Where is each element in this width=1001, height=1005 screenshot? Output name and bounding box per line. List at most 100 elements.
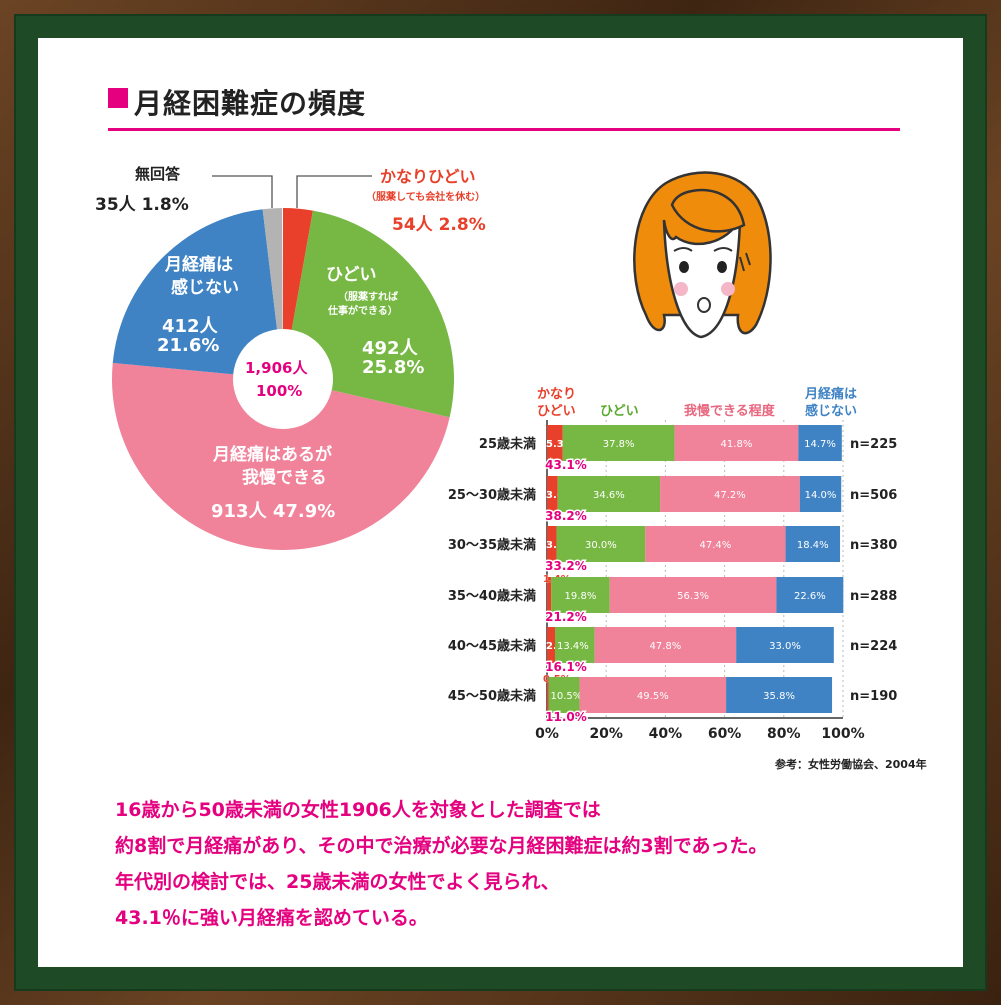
x-tick-label: 80% bbox=[767, 726, 801, 742]
pie-slice-none bbox=[112, 209, 283, 379]
pie-label-tolerable-title1: 月経痛はあるが bbox=[213, 445, 332, 465]
x-tick-label: 60% bbox=[708, 726, 742, 742]
bar-value-label: 30.0% bbox=[585, 540, 617, 551]
bar-value-label: 10.5% bbox=[550, 691, 582, 702]
bar-row: 45〜50歳未満0.5%10.5%49.5%35.8%11.0%n=190 bbox=[448, 674, 897, 726]
summary-line-3: 年代別の検討では、25歳未満の女性でよく見られ、 bbox=[115, 871, 560, 893]
bar-seg-bad bbox=[548, 677, 580, 713]
bar-seg-bad bbox=[554, 627, 595, 663]
pie-center-hole bbox=[233, 329, 333, 429]
pie-label-no-answer-value: 35人 1.8% bbox=[95, 195, 189, 215]
bar-seg-severe bbox=[547, 526, 557, 562]
bar-value-label: 19.8% bbox=[565, 591, 597, 602]
bar-value-label: 47.2% bbox=[714, 490, 746, 501]
bar-seg-bad bbox=[556, 526, 646, 562]
summary-line-1: 16歳から50歳未満の女性1906人を対象とした調査では bbox=[115, 799, 601, 821]
category-label: 40〜45歳未満 bbox=[448, 638, 536, 654]
category-label: 25〜30歳未満 bbox=[448, 487, 536, 503]
page-title: 月経困難症の頻度 bbox=[134, 87, 367, 120]
title-underline bbox=[108, 128, 900, 131]
pie-label-none-count: 412人 bbox=[162, 316, 218, 337]
bar-row: 25歳未満 5.3% 37.8% 41.8% 14.7% 43.1% n=225 bbox=[479, 425, 897, 474]
pie-label-severe-note: （服薬しても会社を休む） bbox=[366, 192, 486, 203]
pie-label-none-title1: 月経痛は bbox=[165, 255, 233, 275]
source-note: 参考：女性労働協会、2004年 bbox=[775, 758, 927, 771]
bar-value-label: 5.3% bbox=[546, 439, 574, 450]
pie-label-bad-percent: 25.8% bbox=[362, 357, 425, 378]
bar-value-label: 41.8% bbox=[721, 439, 753, 450]
woman-illustration bbox=[633, 171, 772, 339]
summary-line-4: 43.1％に強い月経痛を認めている。 bbox=[115, 907, 428, 929]
legend-none-line2: 感じない bbox=[805, 404, 858, 419]
category-label: 30〜35歳未満 bbox=[448, 537, 536, 553]
bar-value-label: 34.6% bbox=[593, 490, 625, 501]
bar-value-label: 56.3% bbox=[677, 591, 709, 602]
sample-size-label: n=190 bbox=[850, 689, 897, 704]
bar-seg-severe bbox=[547, 577, 552, 613]
bar-seg-tolerable bbox=[645, 526, 786, 562]
x-tick-label: 0% bbox=[535, 726, 559, 742]
x-tick-label: 40% bbox=[649, 726, 683, 742]
combined-severe-label: 38.2% bbox=[545, 509, 587, 523]
combined-severe-label: 33.2% bbox=[545, 559, 587, 573]
bar-seg-tolerable bbox=[660, 476, 800, 512]
legend-none-line1: 月経痛は bbox=[805, 387, 858, 402]
legend-severe-line2: ひどい bbox=[537, 404, 576, 419]
bar-value-label: 47.8% bbox=[650, 641, 682, 652]
pie-label-bad-note1: （服薬すれば bbox=[338, 292, 398, 303]
pie-label-tolerable-value: 913人 47.9% bbox=[211, 501, 336, 522]
bar-value-label: 22.6% bbox=[794, 591, 826, 602]
pie-label-tolerable-title2: 我慢できる bbox=[242, 468, 327, 488]
bar-seg-none bbox=[776, 577, 844, 613]
summary-text: 16歳から50歳未満の女性1906人を対象とした調査では 約8割で月経痛があり、… bbox=[115, 792, 768, 936]
pie-label-bad-note2: 仕事ができる） bbox=[328, 306, 398, 317]
bar-value-label: 47.4% bbox=[700, 540, 732, 551]
leader-line-no-answer bbox=[212, 175, 273, 208]
bar-value-label: 37.8% bbox=[603, 439, 635, 450]
x-tick-label: 100% bbox=[821, 726, 864, 742]
bar-seg-none bbox=[785, 526, 841, 562]
legend-tolerable: 我慢できる程度 bbox=[684, 404, 775, 419]
category-label: 35〜40歳未満 bbox=[448, 588, 536, 604]
bar-value-label: 14.7% bbox=[804, 439, 836, 450]
pie-label-none-percent: 21.6% bbox=[157, 335, 220, 356]
combined-severe-label: 43.1% bbox=[545, 458, 587, 472]
pie-center-total: 1,906人 bbox=[245, 359, 308, 377]
pie-label-bad-count: 492人 bbox=[362, 338, 418, 359]
bar-seg-none bbox=[799, 476, 842, 512]
legend-bad: ひどい bbox=[600, 404, 639, 419]
pie-slice-tolerable bbox=[111, 362, 450, 551]
bar-row: 40〜45歳未満2.7%13.4%47.8%33.0%16.1%n=224 bbox=[448, 627, 897, 676]
bar-seg-tolerable bbox=[594, 627, 737, 663]
sample-size-label: n=288 bbox=[850, 589, 897, 604]
pie-label-no-answer-title: 無回答 bbox=[135, 165, 181, 183]
bar-seg-severe bbox=[547, 476, 558, 512]
pie-label-severe-title: かなりひどい bbox=[380, 167, 476, 186]
bar-value-label: 18.4% bbox=[797, 540, 829, 551]
category-label: 25歳未満 bbox=[479, 436, 536, 452]
pie-label-none-title2: 感じない bbox=[171, 278, 239, 298]
sample-size-label: n=506 bbox=[850, 488, 897, 503]
bar-seg-tolerable bbox=[579, 677, 727, 713]
bar-seg-tolerable bbox=[609, 577, 777, 613]
bar-value-label: 14.0% bbox=[805, 490, 837, 501]
summary-line-2: 約8割で月経痛があり、その中で治療が必要な月経困難症は約3割であった。 bbox=[115, 835, 768, 857]
pie-label-bad-title: ひどい bbox=[326, 265, 377, 285]
bar-seg-none bbox=[726, 677, 833, 713]
combined-severe-label: 11.0% bbox=[545, 710, 587, 724]
legend-severe-line1: かなり bbox=[537, 387, 577, 402]
category-label: 45〜50歳未満 bbox=[448, 688, 536, 704]
x-tick-label: 20% bbox=[589, 726, 623, 742]
combined-severe-label: 16.1% bbox=[545, 660, 587, 674]
sample-size-label: n=380 bbox=[850, 538, 897, 553]
title-square-marker bbox=[108, 88, 128, 108]
leader-line-severe bbox=[296, 175, 372, 208]
bar-seg-bad bbox=[551, 577, 610, 613]
bar-seg-severe bbox=[547, 627, 555, 663]
sample-size-label: n=224 bbox=[850, 639, 897, 654]
